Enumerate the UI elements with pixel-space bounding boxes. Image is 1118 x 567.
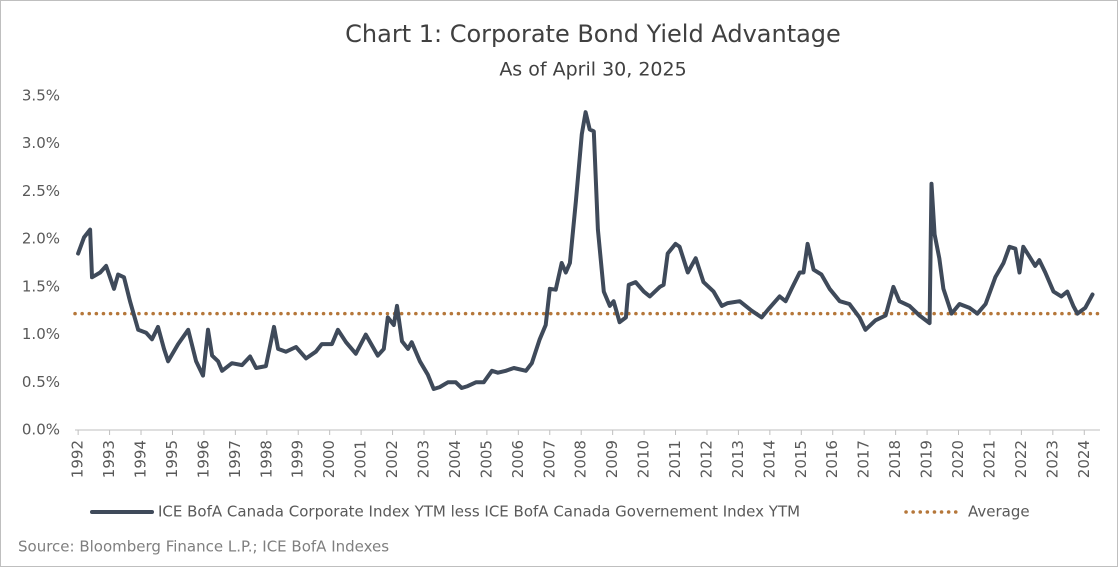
x-tick-label: 1997	[226, 440, 244, 478]
series-line	[76, 110, 1095, 391]
x-tick-label: 2012	[697, 440, 715, 478]
x-tick-label: 2010	[635, 440, 653, 478]
y-tick-label: 0.0%	[22, 421, 60, 439]
x-tick-label: 2015	[792, 440, 810, 478]
x-tick-label: 1992	[69, 440, 87, 478]
x-tick-label: 1995	[163, 440, 181, 478]
y-tick-label: 1.0%	[22, 325, 60, 343]
x-tick-label: 2005	[477, 440, 495, 478]
x-tick-label: 2021	[980, 440, 998, 478]
x-tick-label: 2022	[1012, 440, 1030, 478]
x-tick-label: 2001	[352, 440, 370, 478]
x-tick-label: 2017	[855, 440, 873, 478]
x-tick-label: 2008	[572, 440, 590, 478]
x-tick-label: 2006	[509, 440, 527, 478]
chart-title: Chart 1: Corporate Bond Yield Advantage	[345, 20, 841, 48]
x-tick-label: 2002	[383, 440, 401, 478]
x-tick-label: 2000	[320, 440, 338, 478]
x-tick-label: 2018	[886, 440, 904, 478]
x-tick-label: 2014	[760, 440, 778, 478]
x-tick-label: 2013	[729, 440, 747, 478]
x-tick-label: 2009	[603, 440, 621, 478]
x-tick-label: 2016	[823, 440, 841, 478]
x-tick-label: 2024	[1075, 440, 1093, 478]
x-tick-label: 1996	[194, 440, 212, 478]
x-tick-label: 1998	[257, 440, 275, 478]
y-tick-label: 2.5%	[22, 182, 60, 200]
x-tick-label: 2004	[446, 440, 464, 478]
x-tick-label: 2020	[949, 440, 967, 478]
legend-label: Average	[968, 503, 1030, 521]
x-tick-label: 1999	[289, 440, 307, 478]
x-tick-label: 2011	[666, 440, 684, 478]
y-tick-label: 1.5%	[22, 277, 60, 295]
source-note: Source: Bloomberg Finance L.P.; ICE BofA…	[18, 538, 389, 556]
y-tick-label: 0.5%	[22, 373, 60, 391]
y-tick-label: 3.0%	[22, 134, 60, 152]
legend-label: ICE BofA Canada Corporate Index YTM less…	[158, 503, 800, 521]
y-tick-label: 3.5%	[22, 87, 60, 105]
chart-subtitle: As of April 30, 2025	[499, 59, 686, 81]
x-tick-label: 2003	[415, 440, 433, 478]
x-tick-label: 2023	[1043, 440, 1061, 478]
x-tick-label: 2019	[918, 440, 936, 478]
x-tick-label: 1993	[100, 440, 118, 478]
x-tick-label: 1994	[132, 440, 150, 478]
x-tick-label: 2007	[540, 440, 558, 478]
y-tick-label: 2.0%	[22, 230, 60, 248]
